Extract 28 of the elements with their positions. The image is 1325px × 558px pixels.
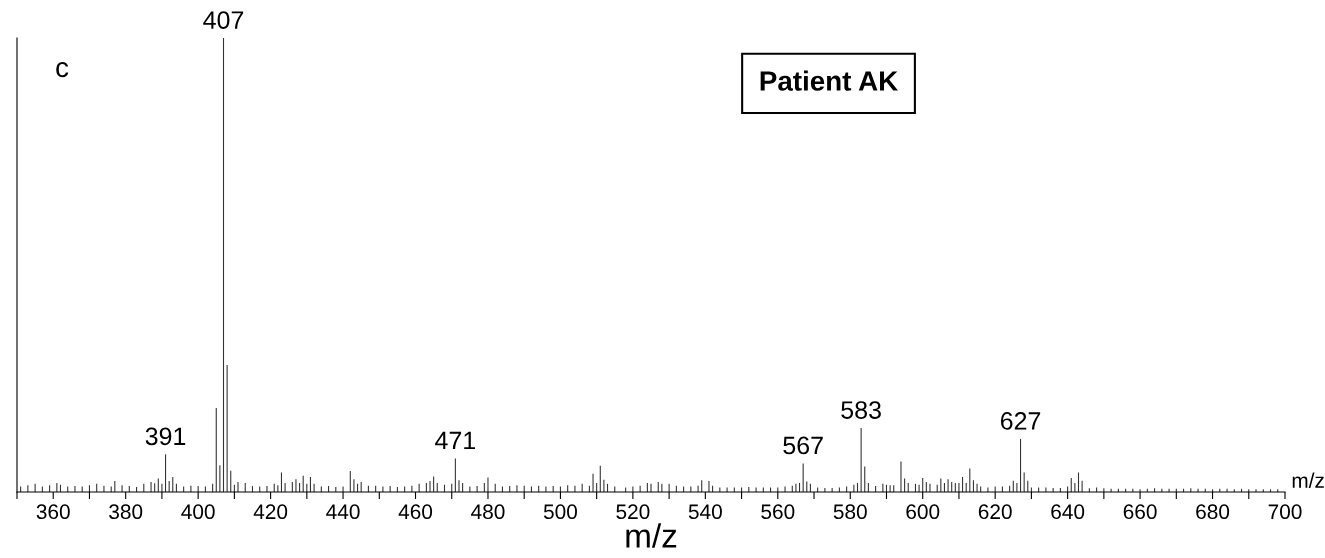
x-tick-label: 680 bbox=[1196, 504, 1230, 520]
x-tick-label: 560 bbox=[761, 504, 795, 520]
x-tick-label: 500 bbox=[543, 504, 577, 520]
x-tick-label: 620 bbox=[978, 504, 1012, 520]
x-axis-title: m/z bbox=[626, 523, 677, 548]
x-tick-label: 640 bbox=[1051, 504, 1085, 520]
x-tick-label: 420 bbox=[253, 504, 288, 520]
text: m/z bbox=[1292, 472, 1324, 488]
annotation: Patient AK bbox=[760, 70, 898, 91]
annotation: 583 bbox=[841, 401, 881, 419]
annotation: 567 bbox=[783, 436, 823, 455]
x-tick-label: 660 bbox=[1123, 504, 1157, 520]
annotation: 471 bbox=[435, 431, 475, 450]
annotation: 391 bbox=[145, 427, 186, 446]
x-tick-label: 440 bbox=[326, 504, 360, 520]
x-tick-label: 540 bbox=[688, 504, 722, 520]
x-tick-label: 460 bbox=[398, 504, 433, 520]
annotation: 407 bbox=[203, 11, 244, 29]
x-tick-label: 520 bbox=[616, 504, 650, 520]
x-tick-label: 360 bbox=[36, 504, 70, 520]
x-tick-label: 480 bbox=[471, 504, 505, 520]
x-tick-label: 700 bbox=[1268, 504, 1302, 520]
x-tick-label: 400 bbox=[181, 504, 215, 520]
annotation: c bbox=[56, 62, 69, 78]
annotation: 627 bbox=[1000, 412, 1041, 430]
x-tick-label: 580 bbox=[833, 504, 867, 520]
x-tick-label: 380 bbox=[109, 504, 143, 520]
x-tick-label: 600 bbox=[906, 504, 940, 520]
